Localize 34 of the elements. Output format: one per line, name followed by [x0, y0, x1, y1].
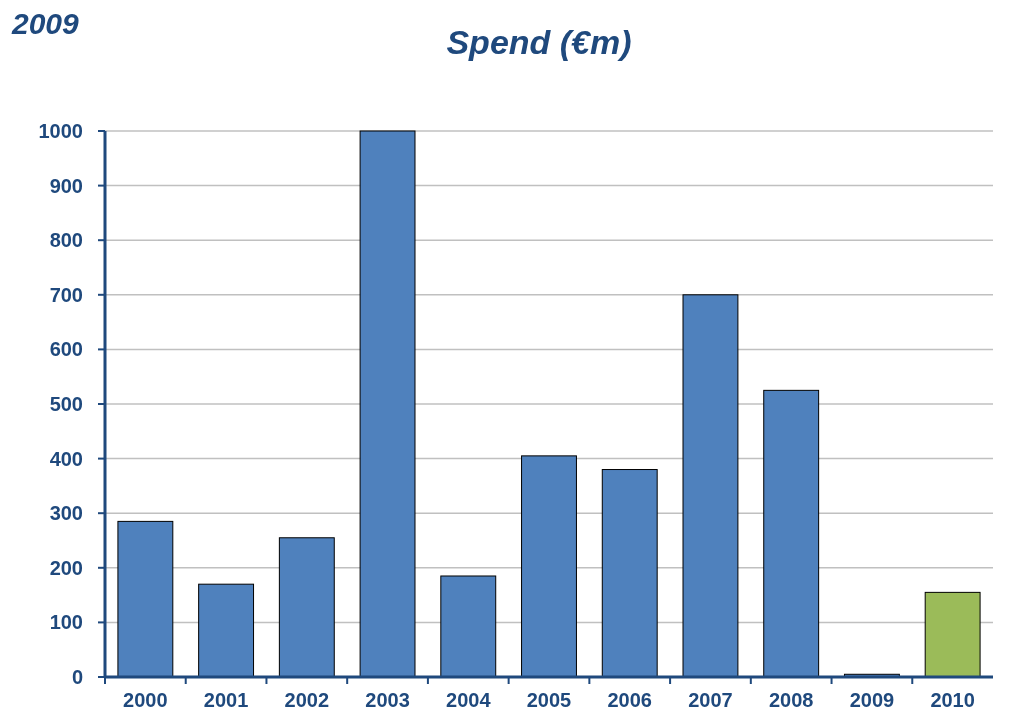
y-tick-label: 900 [49, 174, 83, 197]
bar [521, 455, 577, 678]
x-tick-label: 2007 [688, 689, 733, 711]
x-tick-label: 2004 [446, 689, 492, 711]
bar [440, 575, 497, 678]
x-tick-label: 2010 [930, 689, 975, 711]
x-tick-label: 2000 [123, 689, 168, 711]
y-tick-label: 200 [49, 556, 83, 579]
y-tick-label: 800 [49, 229, 83, 252]
bar [924, 591, 981, 678]
x-tick-label: 2008 [768, 689, 814, 711]
bar [601, 469, 658, 678]
x-tick-label: 2003 [365, 689, 410, 711]
bar [359, 130, 416, 678]
y-tick-label: 1000 [38, 120, 83, 142]
y-tick-label: 0 [71, 666, 83, 688]
bar [763, 389, 820, 678]
y-tick-label: 300 [49, 502, 83, 525]
x-tick-label: 2005 [526, 689, 572, 711]
x-tick-label: 2001 [203, 689, 249, 711]
y-tick-label: 400 [49, 447, 83, 470]
bar [117, 520, 174, 678]
x-tick-label: 2009 [849, 689, 895, 711]
x-tick-label: 2002 [284, 689, 330, 711]
bar [278, 537, 335, 678]
text: 2009 [11, 7, 80, 40]
y-tick-label: 100 [49, 611, 83, 634]
y-tick-label: 700 [49, 283, 83, 306]
chart-title: Spend (€m) [446, 23, 632, 61]
bar [682, 294, 739, 678]
x-tick-label: 2006 [607, 689, 652, 711]
y-tick-label: 500 [49, 393, 83, 415]
bar [198, 583, 255, 678]
y-tick-label: 600 [49, 338, 83, 361]
